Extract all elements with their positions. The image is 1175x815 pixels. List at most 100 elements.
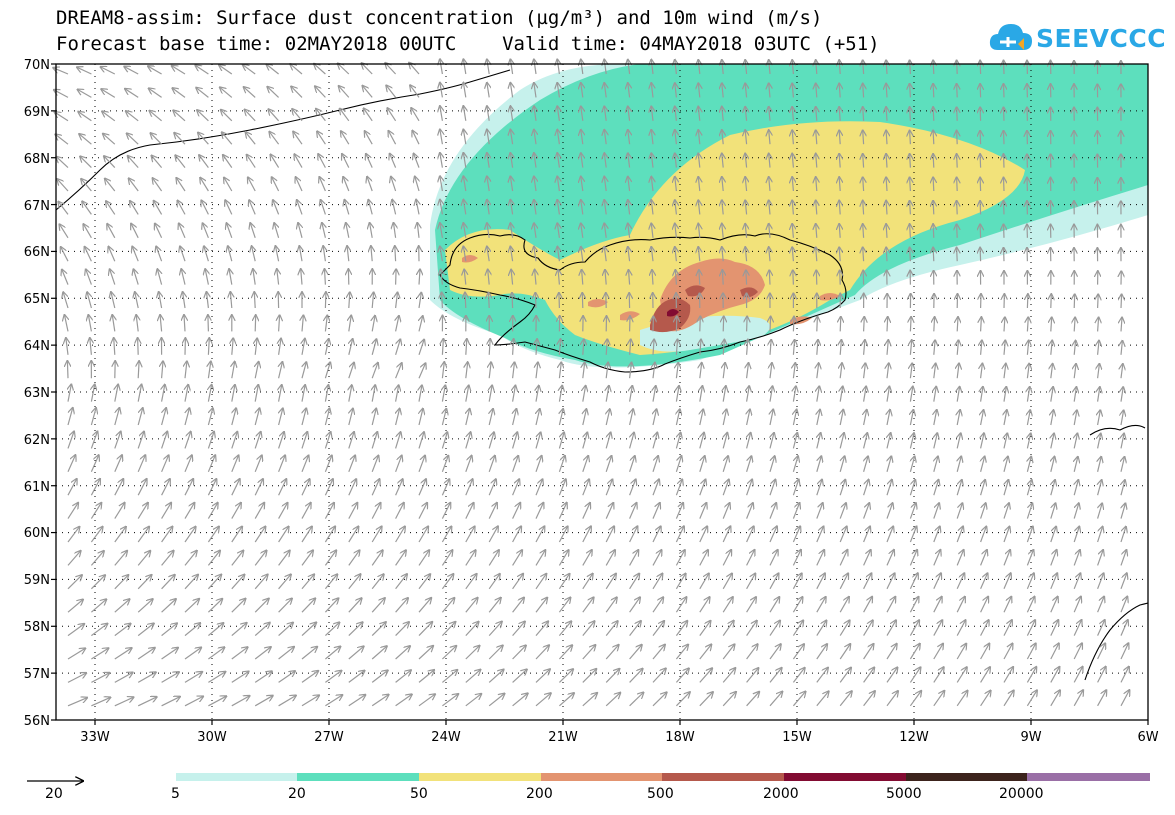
wind-arrow	[179, 223, 186, 239]
wind-arrow	[957, 387, 959, 402]
wind-arrow	[114, 479, 124, 496]
wind-arrow	[390, 154, 397, 168]
wind-arrow	[81, 179, 92, 192]
wind-arrow	[227, 223, 233, 239]
wind-arrow	[372, 409, 376, 426]
wind-arrow	[723, 363, 725, 379]
wind-arrow	[793, 386, 796, 402]
wind-arrow	[909, 573, 917, 590]
wind-arrow	[440, 130, 443, 145]
wind-arrow	[271, 155, 280, 168]
wind-arrow	[510, 106, 512, 121]
wind-arrow	[161, 551, 174, 566]
wind-arrow	[1120, 573, 1127, 590]
wind-arrow	[343, 177, 350, 192]
wind-arrow	[161, 697, 180, 707]
wind-arrow	[606, 386, 609, 402]
wind-arrow	[371, 246, 372, 262]
wind-arrow	[1027, 457, 1031, 472]
wind-arrow	[130, 201, 139, 215]
wind-arrow	[957, 84, 958, 98]
wind-arrow	[1026, 690, 1037, 707]
wind-arrow	[817, 386, 820, 402]
wind-arrow	[161, 503, 172, 519]
wind-arrow	[488, 670, 503, 683]
wind-arrow	[276, 246, 279, 262]
wind-arrow	[651, 200, 653, 215]
wind-arrow	[440, 200, 443, 215]
wind-arrow	[1004, 84, 1005, 98]
wind-arrow	[1097, 503, 1103, 519]
wind-arrow	[198, 133, 209, 145]
wind-arrow	[184, 672, 202, 683]
wind-arrow	[700, 409, 703, 426]
wind-arrow	[488, 479, 496, 496]
wind-arrow	[231, 623, 247, 637]
wind-arrow	[886, 177, 887, 192]
wind-arrow	[745, 107, 746, 121]
wind-arrow	[255, 339, 257, 355]
wind-arrow	[440, 223, 443, 238]
wind-arrow	[1120, 643, 1128, 660]
wind-arrow	[534, 130, 536, 145]
wind-arrow	[371, 622, 386, 637]
wind-arrow	[290, 64, 303, 75]
wind-arrow	[981, 317, 982, 332]
wind-arrow	[699, 574, 709, 590]
wind-arrow	[441, 574, 453, 590]
wind-arrow	[629, 456, 635, 472]
wind-arrow	[535, 456, 542, 472]
wind-arrow	[769, 247, 770, 262]
wind-arrow	[793, 340, 794, 355]
wind-arrow	[161, 648, 178, 660]
wind-arrow	[699, 526, 707, 543]
wind-arrow	[184, 455, 192, 473]
wind-arrow	[934, 364, 936, 379]
wind-arrow	[1027, 433, 1030, 449]
wind-arrow	[221, 110, 233, 122]
wind-arrow	[863, 668, 875, 683]
wind-arrow	[700, 433, 704, 449]
wind-arrow	[933, 644, 943, 660]
wind-arrow	[910, 131, 911, 145]
wind-arrow	[78, 90, 92, 98]
wind-arrow	[863, 177, 864, 192]
wind-arrow	[396, 293, 398, 309]
wind-arrow	[136, 315, 138, 332]
wind-arrow	[324, 598, 338, 613]
wind-arrow	[341, 131, 350, 145]
wind-arrow	[184, 479, 193, 496]
wind-arrow	[910, 177, 911, 192]
wind-arrow	[581, 177, 583, 192]
dust-level-2000-area	[667, 309, 679, 317]
wind-arrow	[769, 550, 778, 566]
wind-arrow	[1074, 318, 1075, 332]
wind-arrow	[769, 644, 781, 660]
wind-arrow	[512, 669, 527, 683]
wind-arrow	[1026, 573, 1034, 590]
wind-arrow	[325, 385, 328, 402]
wind-arrow	[934, 457, 938, 472]
wind-arrow	[418, 432, 424, 449]
wind-arrow	[1051, 364, 1053, 379]
wind-arrow	[909, 691, 921, 707]
wind-arrow	[465, 598, 478, 613]
wind-arrow	[339, 86, 350, 98]
wind-arrow	[254, 671, 272, 683]
wind-arrow	[699, 550, 708, 566]
wind-arrow	[769, 668, 782, 683]
wind-arrow	[723, 409, 726, 426]
wind-arrow	[173, 110, 186, 122]
wind-arrow	[208, 362, 210, 379]
map-title: DREAM8-assim: Surface dust concentration…	[56, 7, 823, 29]
wind-arrow	[510, 59, 512, 75]
wind-arrow	[267, 87, 280, 98]
wind-arrow	[699, 480, 706, 496]
wind-arrow	[630, 339, 631, 355]
wind-arrow	[161, 623, 177, 637]
wind-arrow	[441, 622, 455, 637]
wind-arrow	[395, 694, 412, 707]
wind-arrow	[722, 83, 723, 98]
legend-level-label: 20000	[999, 786, 1044, 802]
lat-label: 61N	[24, 480, 50, 495]
